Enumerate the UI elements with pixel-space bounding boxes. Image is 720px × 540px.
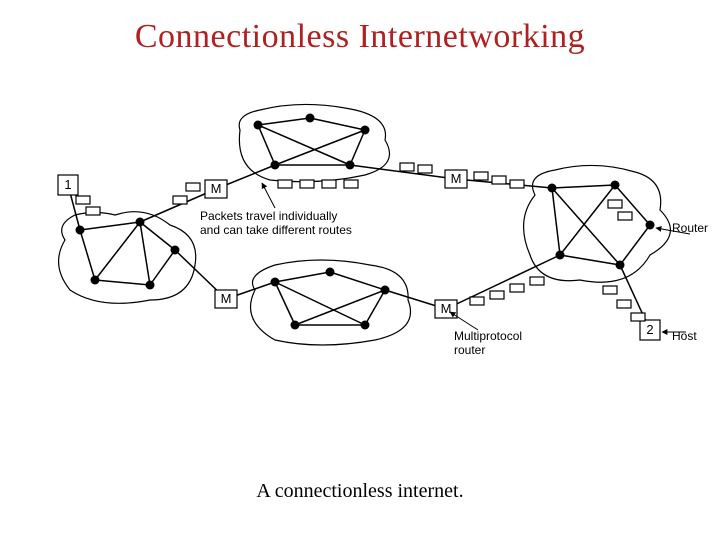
router-node-icon <box>291 321 300 330</box>
annotation: Router <box>656 221 708 235</box>
annotation-text: Packets travel individually <box>200 209 337 223</box>
edge <box>140 222 175 250</box>
edge <box>140 222 150 285</box>
packet-icon <box>470 297 484 305</box>
router-node-icon <box>91 276 100 285</box>
packet-icon <box>474 172 488 180</box>
packet-icon <box>400 163 414 171</box>
edge <box>275 272 330 282</box>
edge <box>80 230 95 280</box>
packet-icon <box>617 300 631 308</box>
packet-icon <box>278 180 292 188</box>
edge <box>365 290 385 325</box>
annotation-text: router <box>454 343 485 357</box>
router-node-icon <box>306 114 315 123</box>
packet-icon <box>492 176 506 184</box>
router-label: M <box>211 181 222 196</box>
packet-icon <box>86 207 100 215</box>
router-node-icon <box>611 181 620 190</box>
packet-icon <box>618 212 632 220</box>
edge <box>295 290 385 325</box>
router-node-icon <box>254 121 263 130</box>
annotation-arrow <box>450 312 478 330</box>
edge <box>310 118 365 130</box>
packet-icon <box>76 196 90 204</box>
edge <box>552 185 615 188</box>
router-label: M <box>221 291 232 306</box>
host-label: 1 <box>64 177 71 192</box>
router-node-icon <box>548 184 557 193</box>
packet-icon <box>510 284 524 292</box>
edge <box>95 222 140 280</box>
annotation: Host <box>662 329 697 343</box>
packet-icon <box>300 180 314 188</box>
annotation-text: Host <box>672 329 697 343</box>
edge <box>275 282 295 325</box>
edge <box>258 118 310 125</box>
router-node-icon <box>556 251 565 260</box>
router-node-icon <box>171 246 180 255</box>
packet-icon <box>510 180 524 188</box>
router-node-icon <box>136 218 145 227</box>
packet-icon <box>603 286 617 294</box>
annotation-text: Router <box>672 221 708 235</box>
router-node-icon <box>271 161 280 170</box>
router-node-icon <box>361 126 370 135</box>
router-node-icon <box>326 268 335 277</box>
router-node-icon <box>646 221 655 230</box>
edge <box>330 272 385 290</box>
edge <box>552 188 560 255</box>
packet-icon <box>631 313 645 321</box>
annotation-text: and can take different routes <box>200 223 352 237</box>
packet-icon <box>322 180 336 188</box>
edge <box>95 280 150 285</box>
host-label: 2 <box>646 322 653 337</box>
packet-icon <box>173 196 187 204</box>
router-label: M <box>451 171 462 186</box>
router-node-icon <box>76 226 85 235</box>
network-diagram: M M M M 1 2 Packets travel individuallyand can… <box>0 0 720 540</box>
router-node-icon <box>361 321 370 330</box>
edge <box>620 225 650 265</box>
annotation-arrow <box>262 183 275 208</box>
edge <box>560 185 615 255</box>
packet-icon <box>186 183 200 191</box>
annotation-text: Multiprotocol <box>454 329 522 343</box>
router-label: M <box>441 301 452 316</box>
packet-icon <box>608 200 622 208</box>
packet-icon <box>530 277 544 285</box>
router-node-icon <box>616 261 625 270</box>
packet-icon <box>418 165 432 173</box>
edge <box>80 222 140 230</box>
packet-icon <box>344 180 358 188</box>
edge <box>560 255 620 265</box>
router-node-icon <box>381 286 390 295</box>
router-node-icon <box>271 278 280 287</box>
edge <box>150 250 175 285</box>
annotation: Multiprotocolrouter <box>450 312 522 357</box>
router-node-icon <box>146 281 155 290</box>
packet-icon <box>490 291 504 299</box>
router-node-icon <box>346 161 355 170</box>
